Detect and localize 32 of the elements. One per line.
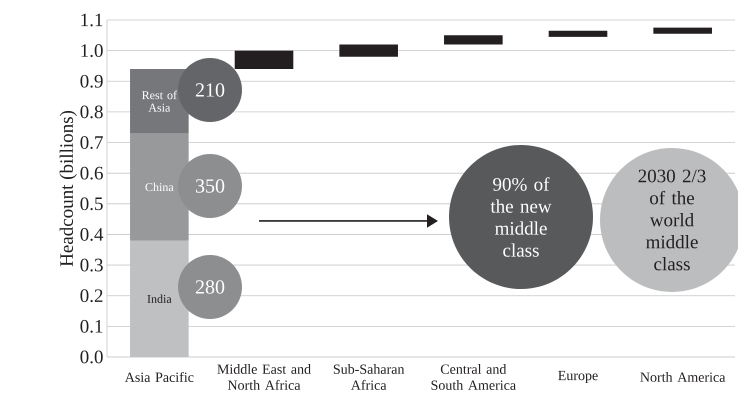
y-tick-label: 0.1 [80, 320, 102, 333]
y-axis-title: Headcount (billions) [60, 110, 77, 266]
y-tick-label: 1.0 [81, 44, 103, 58]
y-tick-label: 0.9 [80, 74, 103, 88]
annotation: 2030 2/3 of the world middle class [638, 170, 706, 270]
bar [653, 28, 712, 34]
x-tick-label: Asia Pacific [124, 372, 194, 382]
annotation: 280 [196, 280, 224, 294]
y-tick-label: 1.1 [81, 14, 102, 26]
y-tick-label: 0.6 [80, 166, 103, 180]
bar [444, 35, 503, 44]
x-tick-label: Sub-Saharan Africa [334, 364, 404, 390]
series-label: Rest of Asia [142, 90, 178, 112]
x-tick-label: North America [640, 372, 726, 382]
y-tick-label: 0.4 [80, 228, 104, 241]
annotation: 90% of the new middle class [490, 177, 552, 257]
y-tick-label: 0.8 [80, 105, 103, 118]
y-tick-label: 0.2 [80, 289, 102, 302]
x-tick-label: Central and South America [432, 364, 516, 390]
y-tick-label: 0.7 [80, 136, 103, 149]
series-label: India [147, 294, 172, 303]
series-label: China [145, 182, 174, 192]
y-tick-label: 0.5 [80, 197, 103, 210]
x-tick-label: Europe [558, 370, 598, 384]
x-tick-label: Middle East and North Africa [217, 364, 311, 390]
bar [339, 44, 398, 57]
y-tick-label: 0.3 [80, 258, 103, 272]
bar [548, 30, 608, 37]
annotation: 210 [196, 83, 224, 97]
bar [234, 50, 294, 70]
annotation: 350 [196, 179, 224, 193]
y-tick-label: 0.0 [80, 350, 103, 364]
